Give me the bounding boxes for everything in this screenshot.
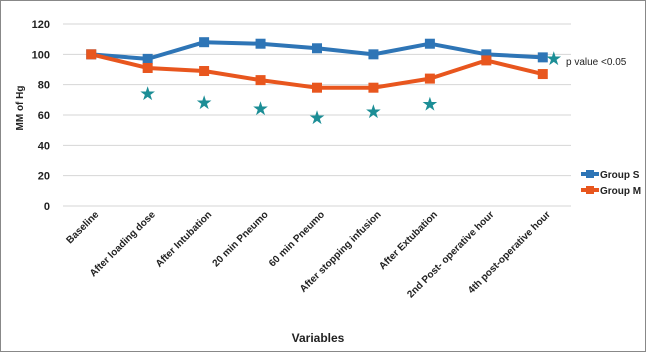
significance-star: ★ (196, 93, 213, 114)
y-tick-label: 40 (38, 140, 50, 152)
data-point (368, 82, 379, 93)
data-point (86, 49, 97, 60)
x-tick-label: Baseline (64, 209, 101, 246)
significance-star: ★ (365, 102, 382, 123)
data-point (537, 52, 548, 63)
x-tick-label: 60 min Pneumo (267, 209, 327, 269)
p-value-annotation: p value <0.05 (566, 57, 627, 68)
y-tick-label: 120 (32, 19, 50, 31)
significance-star: ★ (139, 84, 156, 105)
data-point (424, 73, 435, 84)
y-tick-label: 80 (38, 80, 50, 92)
data-point (481, 49, 492, 60)
legend-label: Group S (600, 170, 640, 181)
data-point (537, 69, 548, 80)
series-line-2 (90, 52, 544, 90)
y-axis-ticks: 0 20 40 60 80 100 120 (32, 19, 50, 213)
data-point (481, 55, 492, 66)
x-tick-label: After Intubation (154, 209, 214, 269)
data-point (199, 66, 210, 77)
data-point (368, 49, 379, 60)
significance-markers: ★ ★ ★ ★ ★ ★ ★ (139, 49, 562, 129)
data-point (312, 82, 322, 93)
series-markers (86, 37, 548, 93)
legend-marker (586, 170, 594, 178)
y-tick-label: 20 (38, 171, 50, 183)
data-point (199, 37, 210, 48)
y-axis-label: MM of Hg (15, 86, 26, 131)
data-point (424, 38, 435, 49)
data-point (255, 75, 266, 86)
legend-marker (586, 186, 594, 194)
y-tick-label: 100 (32, 49, 50, 61)
x-axis-label: Variables (292, 331, 345, 345)
significance-star: ★ (421, 94, 438, 115)
significance-star: ★ (545, 49, 562, 70)
data-point (255, 38, 266, 49)
data-point (142, 62, 153, 73)
data-point (312, 43, 322, 54)
data-point (142, 53, 153, 64)
x-tick-label: After Extubation (377, 209, 440, 272)
significance-star: ★ (252, 99, 269, 120)
legend-label: Group M (600, 186, 641, 197)
x-tick-label: 20 min Pneumo (211, 209, 271, 269)
y-tick-label: 0 (44, 201, 50, 213)
legend: Group S Group M (581, 170, 641, 197)
significance-star: ★ (308, 108, 325, 129)
y-tick-label: 60 (38, 110, 50, 122)
